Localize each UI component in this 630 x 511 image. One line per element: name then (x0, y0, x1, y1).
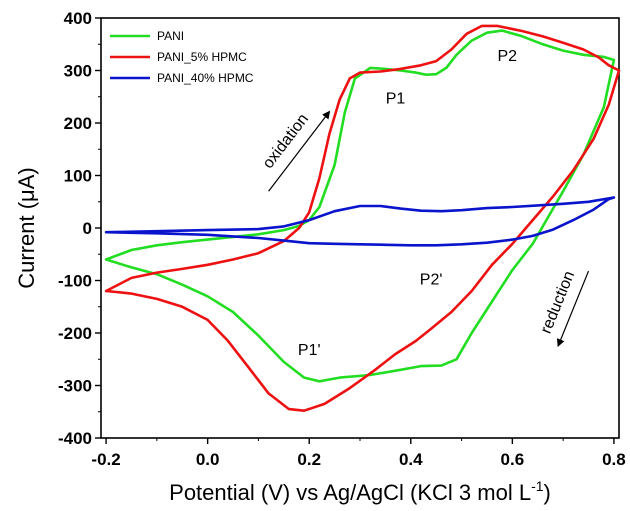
series-layer (104, 24, 621, 412)
y-tick-label-0: 0 (83, 219, 92, 238)
legend-label-pani-5-hpmc: PANI_5% HPMC (157, 50, 247, 64)
x-axis-title: Potential (V) vs Ag/AgCl (KCl 3 mol L-1) (169, 478, 551, 505)
y-tick-label-100: 100 (64, 167, 92, 186)
x-tick-label-0-2: -0.2 (91, 450, 120, 469)
x-tick-label-0-0: 0.0 (196, 450, 220, 469)
y-tick-label-300: -300 (58, 377, 92, 396)
y-tick-label-400: -400 (58, 429, 92, 448)
peak-label-p2-prime: P2' (420, 272, 443, 289)
x-axis-title-superscript: -1 (531, 478, 544, 494)
x-axis-title-close: ) (544, 480, 551, 505)
annotations: P1 P2 P2' P1' oxidation reduction (260, 48, 590, 359)
y-tick-label-400: 400 (64, 9, 92, 28)
y-tick-label-200: -200 (58, 324, 92, 343)
y-axis-title: Current (μA) (14, 167, 39, 288)
peak-label-p2: P2 (497, 48, 517, 65)
peak-label-p1-prime: P1' (298, 342, 321, 359)
x-tick-label-0-4: 0.4 (399, 450, 423, 469)
peak-label-p1: P1 (386, 91, 406, 108)
x-tick-label-0-8: 0.8 (602, 450, 626, 469)
oxidation-arrow (268, 110, 331, 192)
y-tick-label-100: -100 (58, 272, 92, 291)
axis-ticks: -400 -300 -200 -100 0 100 200 300 400 -0.2 0.0 0.2 0… (58, 9, 626, 469)
legend: PANI PANI_5% HPMC PANI_40% HPMC (110, 29, 254, 85)
series-line-pani-40-hpmc (104, 196, 616, 247)
y-tick-label-200: 200 (64, 114, 92, 133)
reduction-arrow (556, 270, 590, 348)
legend-label-pani-40-hpmc: PANI_40% HPMC (157, 71, 254, 85)
oxidation-label: oxidation (260, 111, 312, 172)
x-axis-title-main: Potential (V) vs Ag/AgCl (KCl 3 mol L (169, 480, 531, 505)
x-tick-label-0-2: 0.2 (297, 450, 321, 469)
legend-label-pani: PANI (157, 29, 184, 43)
x-tick-label-0-6: 0.6 (501, 450, 525, 469)
reduction-label: reduction (538, 269, 579, 336)
series-line-pani-5-hpmc (104, 24, 621, 412)
y-tick-label-300: 300 (64, 62, 92, 81)
